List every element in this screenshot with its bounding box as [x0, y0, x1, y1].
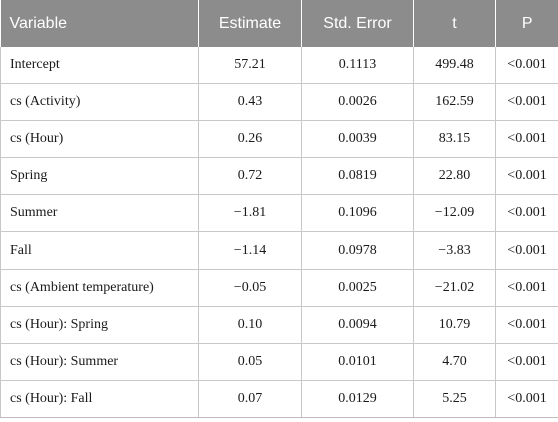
cell-variable: Spring	[0, 157, 199, 196]
cell-estimate: 0.10	[198, 306, 302, 344]
cell-estimate: −0.05	[198, 269, 302, 307]
cell-std-error: 0.0101	[301, 343, 414, 381]
cell-p: <0.001	[495, 47, 558, 85]
cell-t: 10.79	[413, 306, 496, 344]
cell-estimate: −1.14	[198, 231, 302, 270]
table-row: cs (Ambient temperature) −0.05 0.0025 −21.0…	[0, 269, 558, 307]
cell-p: <0.001	[495, 306, 558, 344]
header-p: P	[495, 0, 558, 47]
cell-t: 22.80	[413, 157, 496, 196]
cell-p: <0.001	[495, 120, 558, 159]
cell-variable: Summer	[0, 194, 199, 233]
table-row: Spring 0.72 0.0819 22.80 <0.001	[0, 157, 558, 196]
cell-estimate: 0.26	[198, 120, 302, 159]
cell-estimate: 0.05	[198, 343, 302, 381]
cell-variable: cs (Hour): Summer	[0, 343, 199, 381]
header-variable: Variable	[0, 0, 199, 47]
cell-t: −3.83	[413, 231, 496, 270]
cell-p: <0.001	[495, 380, 558, 418]
table-row: Summer −1.81 0.1096 −12.09 <0.001	[0, 194, 558, 233]
cell-std-error: 0.0819	[301, 157, 414, 196]
cell-estimate: 0.72	[198, 157, 302, 196]
cell-t: 83.15	[413, 120, 496, 159]
cell-variable: cs (Activity)	[0, 83, 199, 122]
table-row: Intercept 57.21 0.1113 499.48 <0.001	[0, 47, 558, 85]
cell-t: −12.09	[413, 194, 496, 233]
cell-std-error: 0.0129	[301, 380, 414, 418]
cell-std-error: 0.1113	[301, 47, 414, 85]
table-row: cs (Hour): Spring 0.10 0.0094 10.79 <0.001	[0, 306, 558, 344]
header-std-error: Std. Error	[301, 0, 414, 47]
cell-p: <0.001	[495, 194, 558, 233]
cell-variable: Intercept	[0, 47, 199, 85]
cell-estimate: 0.43	[198, 83, 302, 122]
cell-variable: cs (Hour): Spring	[0, 306, 199, 344]
cell-estimate: 0.07	[198, 380, 302, 418]
table-row: cs (Hour) 0.26 0.0039 83.15 <0.001	[0, 120, 558, 159]
table-header-row: Variable Estimate Std. Error t P	[0, 0, 558, 47]
table-row: Fall −1.14 0.0978 −3.83 <0.001	[0, 231, 558, 270]
cell-p: <0.001	[495, 83, 558, 122]
table-body: Intercept 57.21 0.1113 499.48 <0.001 cs (Acti…	[0, 47, 558, 418]
cell-t: 5.25	[413, 380, 496, 418]
cell-p: <0.001	[495, 231, 558, 270]
cell-std-error: 0.0025	[301, 269, 414, 307]
cell-variable: cs (Hour): Fall	[0, 380, 199, 418]
cell-estimate: 57.21	[198, 47, 302, 85]
cell-variable: cs (Hour)	[0, 120, 199, 159]
cell-variable: Fall	[0, 231, 199, 270]
cell-t: 4.70	[413, 343, 496, 381]
cell-std-error: 0.0026	[301, 83, 414, 122]
cell-p: <0.001	[495, 269, 558, 307]
cell-std-error: 0.0094	[301, 306, 414, 344]
table-row: cs (Hour): Summer 0.05 0.0101 4.70 <0.001	[0, 343, 558, 381]
header-estimate: Estimate	[198, 0, 302, 47]
table-row: cs (Hour): Fall 0.07 0.0129 5.25 <0.001	[0, 380, 558, 418]
cell-t: 499.48	[413, 47, 496, 85]
cell-std-error: 0.0978	[301, 231, 414, 270]
cell-estimate: −1.81	[198, 194, 302, 233]
cell-variable: cs (Ambient temperature)	[0, 269, 199, 307]
cell-t: 162.59	[413, 83, 496, 122]
cell-std-error: 0.1096	[301, 194, 414, 233]
table-row: cs (Activity) 0.43 0.0026 162.59 <0.001	[0, 83, 558, 122]
header-t: t	[413, 0, 496, 47]
cell-t: −21.02	[413, 269, 496, 307]
cell-p: <0.001	[495, 343, 558, 381]
cell-p: <0.001	[495, 157, 558, 196]
cell-std-error: 0.0039	[301, 120, 414, 159]
